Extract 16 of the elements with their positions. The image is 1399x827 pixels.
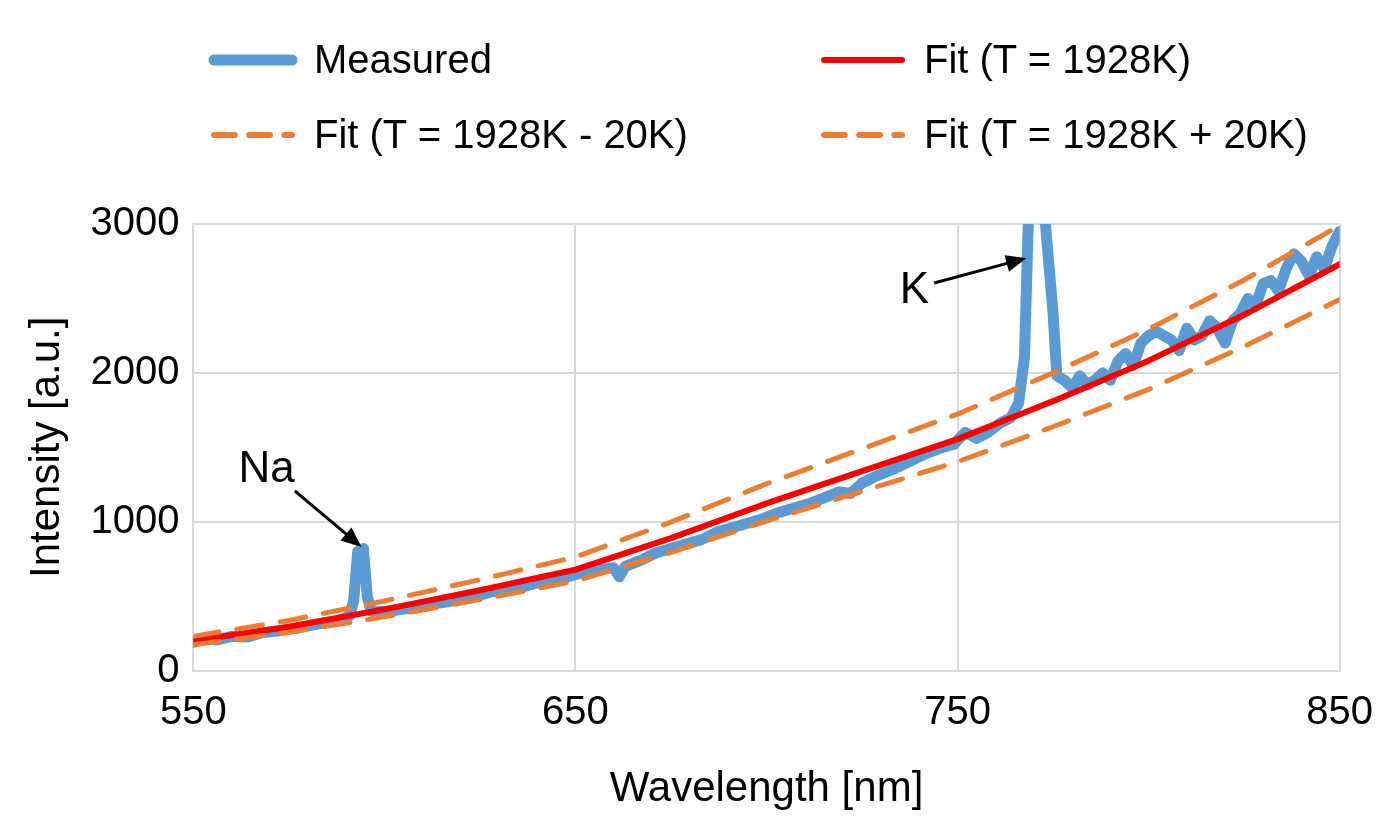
y-tick-label: 3000 (90, 199, 180, 244)
legend-label: Fit (T = 1928K + 20K) (924, 112, 1308, 157)
x-tick-label: 550 (160, 687, 227, 732)
legend-label: Measured (314, 37, 492, 82)
annotation: Na (238, 442, 295, 492)
x-axis-title: Wavelength [nm] (609, 763, 924, 811)
y-axis-title: Intensity [a.u.] (20, 316, 68, 579)
x-tick-label: 750 (924, 687, 991, 732)
x-tick-label: 850 (1306, 687, 1374, 732)
y-tick-label: 0 (157, 645, 180, 690)
y-tick-label: 1000 (90, 496, 180, 541)
legend-label: Fit (T = 1928K) (924, 37, 1192, 82)
y-tick-label: 2000 (90, 347, 180, 392)
x-tick-label: 650 (542, 687, 609, 732)
annotation: K (899, 263, 929, 313)
legend-label: Fit (T = 1928K - 20K) (314, 112, 688, 157)
